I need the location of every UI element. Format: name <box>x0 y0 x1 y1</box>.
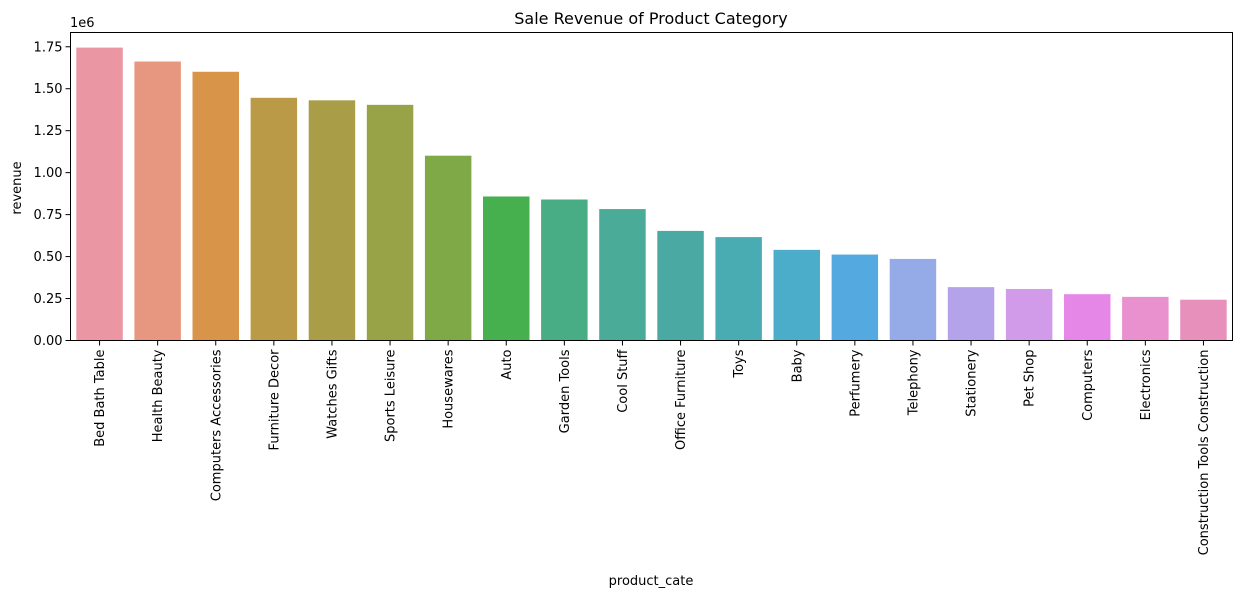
bar-construction-tools-construction <box>1180 299 1227 341</box>
x-tick-label: Computers <box>1081 349 1096 421</box>
bar-housewares <box>424 155 472 341</box>
y-tick-label: 0.50 <box>34 250 63 265</box>
x-ticks-group: Bed Bath Table Health Beauty Computers Acc… <box>93 340 1212 556</box>
bar-bed-bath-table <box>76 47 123 341</box>
bar-perfumery <box>831 254 879 341</box>
x-tick-label: Office Furniture <box>674 350 689 450</box>
plot-frame <box>70 32 1233 341</box>
x-tick-label: Watches Gifts <box>325 349 340 439</box>
y-ticks-group: 0.00 0.25 0.50 0.75 1.00 1.25 1.50 1.75 <box>34 40 71 349</box>
y-tick-label: 0.25 <box>34 292 63 307</box>
y-tick-label: 1.00 <box>34 166 63 181</box>
x-tick-label: Computers Accessories <box>209 349 224 501</box>
bar-computers-accessories <box>192 71 239 341</box>
x-tick-label: Stationery <box>965 349 980 417</box>
x-tick-label: Cool Stuff <box>616 348 631 412</box>
x-tick-label: Perfumery <box>848 349 863 417</box>
x-tick-label: Pet Shop <box>1023 350 1038 407</box>
x-tick-label: Electronics <box>1139 349 1154 420</box>
bar-health-beauty <box>134 61 181 341</box>
x-tick-label: Construction Tools Construction <box>1197 350 1212 556</box>
bar-toys <box>715 237 762 341</box>
bar-cool-stuff <box>599 209 646 341</box>
y-tick-label: 0.75 <box>34 208 63 223</box>
x-tick-label: Health Beauty <box>151 349 166 442</box>
bar-pet-shop <box>1005 288 1053 341</box>
x-axis-label: product_cate <box>609 574 694 589</box>
y-axis-offset-label: 1e6 <box>70 16 95 31</box>
y-tick-label: 1.25 <box>34 124 63 139</box>
y-axis-label: revenue <box>10 161 25 214</box>
x-tick-label: Sports Leisure <box>384 350 399 443</box>
x-tick-label: Baby <box>790 349 805 382</box>
chart-title: Sale Revenue of Product Category <box>514 9 788 28</box>
bar-garden-tools <box>541 199 588 341</box>
bar-telephony <box>889 258 937 341</box>
x-tick-label: Auto <box>500 349 515 379</box>
x-tick-label: Telephony <box>906 349 921 416</box>
bar-auto <box>483 196 530 341</box>
y-tick-label: 1.50 <box>34 82 63 97</box>
bars-group <box>76 47 1227 341</box>
x-tick-label: Garden Tools <box>558 349 573 433</box>
x-tick-label: Housewares <box>442 349 457 428</box>
bar-computers <box>1064 294 1111 341</box>
y-tick-label: 0.00 <box>34 334 63 349</box>
bar-baby <box>773 249 820 341</box>
x-tick-label: Bed Bath Table <box>93 350 108 447</box>
x-tick-label: Toys <box>732 349 747 378</box>
bar-office-furniture <box>657 230 704 341</box>
bar-sports-leisure <box>366 104 414 341</box>
x-tick-label: Furniture Decor <box>267 349 282 451</box>
bar-furniture-decor <box>250 97 298 341</box>
y-tick-label: 1.75 <box>34 40 63 55</box>
bar-stationery <box>947 287 995 341</box>
bar-watches-gifts <box>308 100 356 341</box>
bar-electronics <box>1122 296 1169 341</box>
